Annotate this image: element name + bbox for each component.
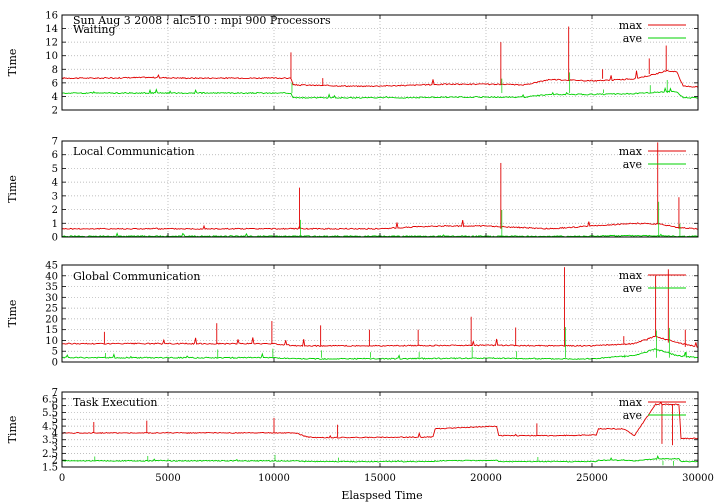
y-tick-label: 20: [45, 314, 58, 325]
series-line-ave: [61, 454, 699, 463]
x-tick-label: 15000: [364, 473, 396, 484]
y-tick-label: 10: [45, 336, 58, 347]
y-tick-label: 2: [52, 205, 58, 216]
y-tick-label: 2: [52, 106, 58, 117]
series-line-max: [61, 69, 699, 88]
y-tick-label: 1: [52, 219, 58, 230]
y-tick-label: 25: [45, 304, 58, 315]
y-tick-label: 16: [45, 11, 58, 22]
x-tick-label: 0: [59, 473, 65, 484]
y-tick-label: 6.5: [42, 394, 58, 405]
x-tick-label: 5000: [155, 473, 180, 484]
legend-label-max: max: [619, 145, 643, 158]
y-tick-label: 5: [52, 347, 58, 358]
y-tick-label: 7: [52, 137, 58, 148]
legend-label-ave: ave: [623, 32, 642, 45]
series-line-ave: [61, 86, 699, 99]
y-tick-label: 10: [45, 51, 58, 62]
panel-label: Waiting: [73, 23, 116, 36]
legend-label-ave: ave: [623, 409, 642, 422]
y-tick-label: 45: [45, 261, 58, 272]
panel-label: Global Communication: [73, 270, 201, 283]
y-tick-label: 4: [52, 178, 58, 189]
x-tick-label: 10000: [258, 473, 290, 484]
y-tick-label: 35: [45, 282, 58, 293]
x-tick-label: 30000: [682, 473, 714, 484]
y-tick-label: 6: [52, 401, 58, 412]
x-axis-label: Elaspsed Time: [341, 489, 422, 502]
y-tick-label: 8: [52, 65, 58, 76]
y-tick-label: 15: [45, 325, 58, 336]
y-tick-label: 4: [52, 428, 58, 439]
legend-label-ave: ave: [623, 158, 642, 171]
legend-label-ave: ave: [623, 282, 642, 295]
y-tick-label: 2: [52, 456, 58, 467]
y-tick-label: 3: [52, 442, 58, 453]
panel-label: Local Communication: [73, 145, 195, 158]
y-axis-label: Time: [6, 300, 19, 328]
y-tick-label: 4: [52, 92, 58, 103]
y-axis-label: Time: [6, 416, 19, 444]
y-tick-label: 5: [52, 164, 58, 175]
y-tick-label: 6: [52, 78, 58, 89]
y-tick-label: 5.5: [42, 408, 58, 419]
y-axis-label: Time: [6, 175, 19, 203]
series-line-ave: [61, 348, 699, 360]
y-tick-label: 7: [52, 388, 58, 399]
series-line-max: [61, 401, 699, 440]
x-tick-label: 20000: [470, 473, 502, 484]
figure-title: Sun Aug 3 2008 : alc510 : mpi 900 Proces…: [73, 14, 331, 27]
y-tick-label: 2.5: [42, 449, 58, 460]
y-tick-label: 5: [52, 415, 58, 426]
legend-label-max: max: [619, 269, 643, 282]
y-tick-label: 3: [52, 191, 58, 202]
series-line-max: [61, 220, 699, 230]
panel-label: Task Execution: [73, 396, 157, 409]
y-axis-label: Time: [6, 49, 19, 77]
y-tick-label: 12: [45, 38, 58, 49]
y-tick-label: 30: [45, 293, 58, 304]
y-tick-label: 40: [45, 271, 58, 282]
y-tick-label: 0: [52, 233, 58, 244]
y-tick-label: 0: [52, 358, 58, 369]
y-tick-label: 3.5: [42, 435, 58, 446]
y-tick-label: 6: [52, 150, 58, 161]
y-tick-label: 4.5: [42, 422, 58, 433]
y-tick-label: 14: [45, 24, 58, 35]
legend-label-max: max: [619, 19, 643, 32]
series-line-max: [62, 335, 699, 348]
x-tick-label: 25000: [576, 473, 608, 484]
y-tick-label: 1.5: [42, 463, 58, 474]
plot-frame: [61, 14, 699, 111]
legend-label-max: max: [619, 396, 643, 409]
